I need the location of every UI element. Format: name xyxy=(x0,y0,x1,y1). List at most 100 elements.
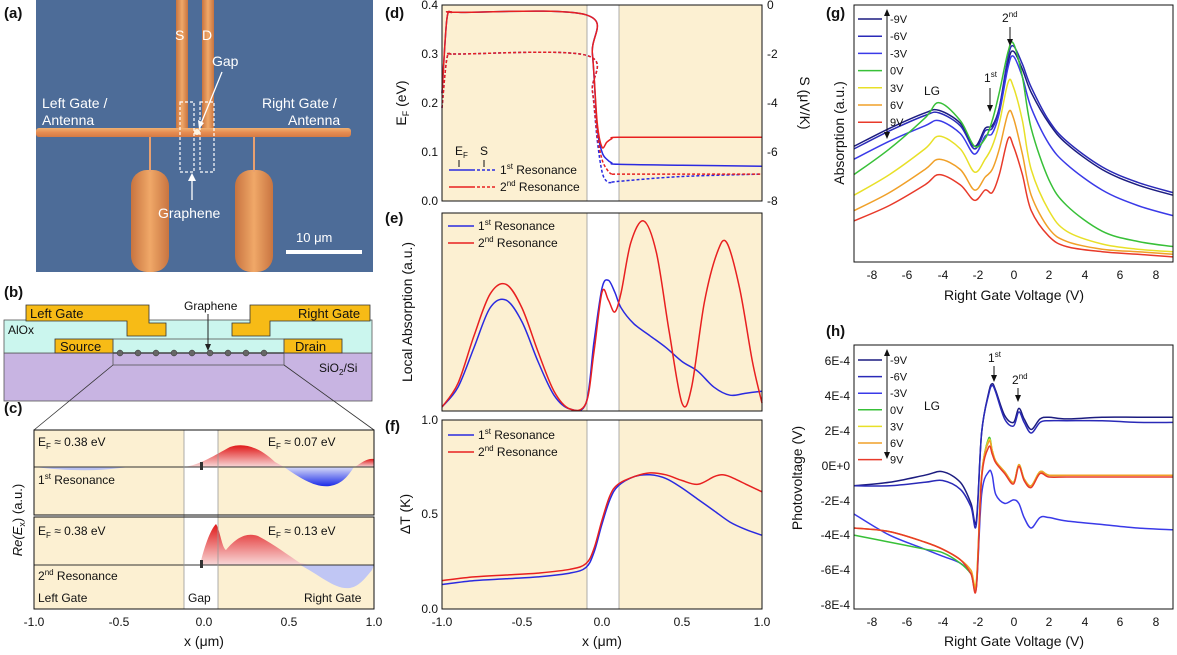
f-frame xyxy=(441,419,763,610)
d-left-tick: 0.2 xyxy=(421,96,438,110)
h-legend-label: -9V xyxy=(890,355,908,367)
h-lg-arrow-head-bottom xyxy=(884,452,890,459)
c-bottom-ef-right: EF ≈ 0.13 eV xyxy=(268,524,336,540)
f-series-line xyxy=(441,473,763,586)
h-series-group xyxy=(853,382,1174,594)
f-series-line xyxy=(441,472,763,582)
g-x-tick: 4 xyxy=(1082,268,1089,282)
source-text: Source xyxy=(60,339,101,354)
d-series-group xyxy=(441,10,763,184)
right-gate-label-1: Right Gate / xyxy=(262,95,337,111)
g-legend-label: -3V xyxy=(890,48,908,60)
c-frame-bottom xyxy=(33,516,375,610)
g-legend-label: 0V xyxy=(890,66,904,78)
g-legend-label: 3V xyxy=(890,83,904,95)
zoom-line-left xyxy=(33,364,114,431)
d-legend-2nd-label: 2nd Resonance xyxy=(500,179,580,194)
panel-label-d: (d) xyxy=(385,5,404,22)
g-x-tick: 0 xyxy=(1011,268,1018,282)
panel-b-cross-section: Left Gate Right Gate Graphene AlOx Sourc… xyxy=(3,299,375,431)
c-left-gate-label: Left Gate xyxy=(38,591,88,605)
c-top-blue-field xyxy=(284,467,354,487)
panel-label-e: (e) xyxy=(385,210,403,227)
scale-bar xyxy=(286,250,362,254)
panel-c-field-profiles: EF ≈ 0.38 eV EF ≈ 0.07 eV 1st Resonance … xyxy=(10,429,383,649)
d-right-tick: -8 xyxy=(767,194,778,208)
h-x-tick: 2 xyxy=(1046,615,1053,629)
right-gate-text: Right Gate xyxy=(298,306,360,321)
e-shade-right xyxy=(619,213,762,411)
d-ylabel-left: EF (eV) xyxy=(393,80,411,125)
source-electrode xyxy=(176,0,188,128)
h-series-line xyxy=(853,384,1174,529)
h-y-ticks: 6E-4 4E-4 2E-4 0E+0 -2E-4 -4E-4 -6E-4 -8… xyxy=(821,354,851,612)
source-label: S xyxy=(175,27,184,43)
panel-e-chart: Local Absorption (a.u.) 1st Resonance 2n… xyxy=(399,212,763,412)
c-x-tick: -1.0 xyxy=(24,615,45,629)
f-legend: 1st Resonance 2nd Resonance xyxy=(448,427,558,459)
h-y-tick: -8E-4 xyxy=(821,598,851,612)
h-series-line xyxy=(853,469,1174,593)
c-bottom-mode-label: 2nd Resonance xyxy=(38,568,118,583)
g-legend-label: 9V xyxy=(890,117,904,129)
g-series-line xyxy=(853,78,1174,253)
h-lg-arrow-head-top xyxy=(884,349,890,356)
g-series-line xyxy=(853,55,1174,217)
e-series-line xyxy=(441,279,763,412)
graphene-outline-left xyxy=(179,101,195,173)
c-top-blue-left xyxy=(34,467,130,471)
g-x-tick: -8 xyxy=(867,268,878,282)
d-series-line xyxy=(441,51,763,184)
h-y-tick: -6E-4 xyxy=(821,563,851,577)
f-x-tick: 0.0 xyxy=(594,615,611,629)
right-gate-lead xyxy=(235,170,273,272)
c-xlabel: x (μm) xyxy=(184,633,224,649)
c-gap-label: Gap xyxy=(188,591,211,605)
g-legend-label: 6V xyxy=(890,100,904,112)
f-ylabel: ΔT (K) xyxy=(397,494,413,534)
h-y-tick: -2E-4 xyxy=(821,494,851,508)
d-legend-1st-label: 1st Resonance xyxy=(500,162,577,177)
g-xlabel: Right Gate Voltage (V) xyxy=(944,287,1084,303)
h-first-arrow-head xyxy=(991,375,997,382)
c-x-tick: 0.5 xyxy=(281,615,298,629)
h-x-tick: -8 xyxy=(867,615,878,629)
right-gate-metal xyxy=(231,304,371,337)
h-legend-label: -6V xyxy=(890,372,908,384)
c-top-red-field-right xyxy=(355,458,374,467)
g-series-line xyxy=(853,44,1174,194)
c-bottom-blue-field xyxy=(300,565,374,589)
h-x-tick: 0 xyxy=(1011,615,1018,629)
panel-d-chart: 0.4 0.3 0.2 0.1 0.0 0 -2 -4 -6 -8 EF (eV… xyxy=(393,0,813,208)
f-x-ticks: -1.0 -0.5 0.0 0.5 1.0 xyxy=(432,615,771,629)
graphene-label: Graphene xyxy=(158,205,220,221)
e-series-group xyxy=(441,220,763,412)
h-y-tick: -4E-4 xyxy=(821,528,851,542)
c-ylabel: Re(Ex) (a.u.) xyxy=(10,484,27,556)
h-xlabel: Right Gate Voltage (V) xyxy=(944,633,1084,649)
h-lg-label: LG xyxy=(924,399,940,413)
g-frame xyxy=(853,4,1174,263)
panel-label-b: (b) xyxy=(4,284,23,301)
graphene-atoms xyxy=(116,349,268,357)
h-y-tick: 0E+0 xyxy=(822,459,851,473)
c-x-ticks: -1.0 -0.5 0.0 0.5 1.0 xyxy=(24,615,383,629)
e-series-line xyxy=(441,220,763,412)
f-y-tick: 0.5 xyxy=(421,507,438,521)
c-bottom-ef-left: EF ≈ 0.38 eV xyxy=(38,524,106,540)
panel-a-micrograph: S D Gap Left Gate / Antenna Right Gate /… xyxy=(36,0,373,272)
g-legend: -9V -6V -3V 0V 3V 6V 9V xyxy=(858,14,908,129)
c-top-red-field xyxy=(184,445,284,467)
h-ylabel: Photovoltage (V) xyxy=(789,426,805,530)
f-y-tick: 1.0 xyxy=(421,413,438,427)
c-x-tick: 1.0 xyxy=(366,615,383,629)
graphene-arrow-head xyxy=(188,173,196,181)
c-gap-marker-top xyxy=(200,462,203,470)
c-bottom-left-shade xyxy=(34,517,184,609)
c-x-tick: -0.5 xyxy=(109,615,130,629)
d-right-tick: -6 xyxy=(767,145,778,159)
c-frame-top xyxy=(33,429,375,516)
g-x-tick: 8 xyxy=(1153,268,1160,282)
c-top-left-shade xyxy=(34,430,184,515)
drain-text: Drain xyxy=(295,339,326,354)
